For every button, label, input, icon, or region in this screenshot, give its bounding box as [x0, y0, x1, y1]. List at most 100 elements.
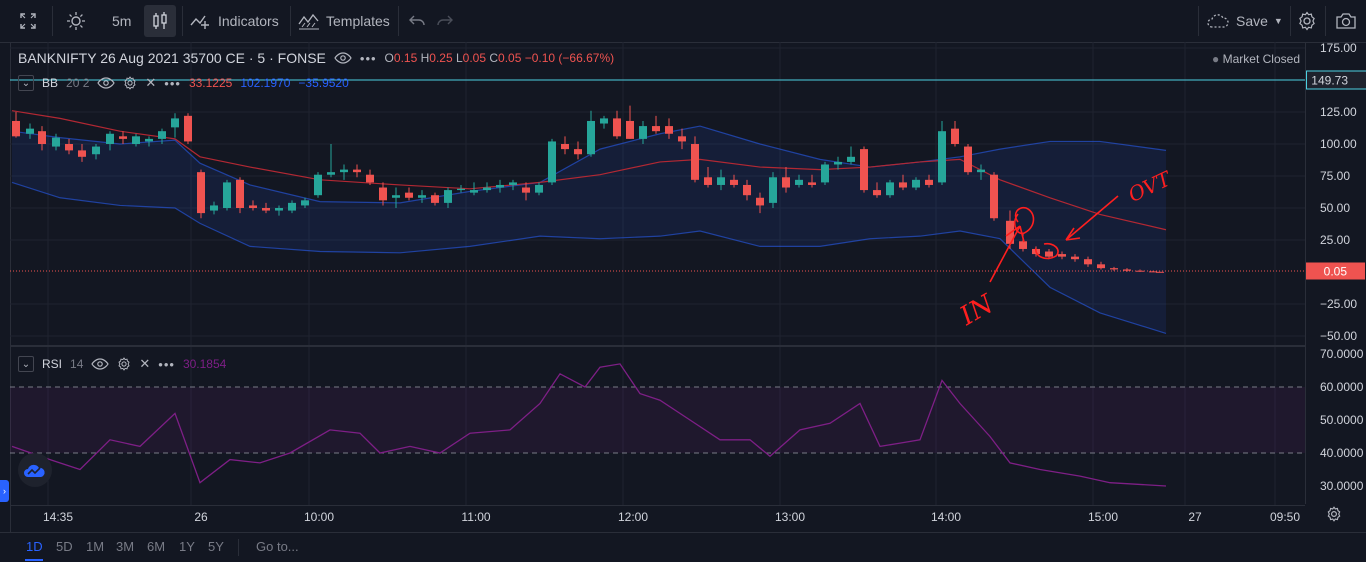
rsi-tick: 60.0000: [1320, 380, 1364, 394]
candle-body: [262, 208, 270, 211]
candle-body: [470, 190, 478, 193]
more-icon[interactable]: •••: [164, 75, 181, 91]
candle-body: [600, 118, 608, 124]
theme-toggle-button[interactable]: [66, 0, 86, 42]
candle-body: [1097, 264, 1105, 269]
time-tick: 27: [1188, 510, 1202, 524]
candle-body: [665, 126, 673, 134]
candle-body: [925, 179, 933, 185]
time-tick: 14:35: [42, 510, 74, 524]
candle-body: [613, 118, 621, 137]
candle-body: [275, 208, 283, 211]
chart-type-button[interactable]: [144, 5, 176, 37]
indicators-icon: [190, 15, 209, 29]
range-1y-button[interactable]: 1Y: [179, 539, 195, 554]
close-icon[interactable]: ✕: [139, 356, 151, 371]
more-icon[interactable]: •••: [359, 50, 377, 66]
eye-icon[interactable]: [97, 77, 116, 89]
undo-button[interactable]: [408, 0, 426, 42]
chevron-down-icon: ▼: [1273, 16, 1283, 26]
in-annotation-text: IN: [954, 289, 1000, 333]
range-6m-button[interactable]: 6M: [147, 539, 166, 554]
eye-icon[interactable]: [91, 358, 110, 370]
price-lines: [10, 79, 1305, 272]
save-button[interactable]: Save ▼: [1206, 0, 1283, 42]
tradingview-logo[interactable]: [18, 453, 52, 487]
toolbar-separator: [182, 6, 183, 36]
rsi-tick: 70.0000: [1320, 347, 1364, 361]
redo-button[interactable]: [436, 0, 454, 42]
expand-panel-button[interactable]: ›: [0, 480, 9, 502]
candle-body: [38, 131, 46, 144]
sun-icon: [67, 12, 85, 30]
candle-body: [353, 169, 361, 173]
screenshot-button[interactable]: [1335, 0, 1357, 42]
range-1d-button[interactable]: 1D: [26, 539, 43, 554]
time-tick: 09:50: [1269, 510, 1301, 524]
gear-icon: [1299, 11, 1315, 31]
symbol-title[interactable]: BANKNIFTY 26 Aug 2021 35700 CE · 5 · FON…: [18, 50, 326, 66]
candle-body: [574, 149, 582, 155]
range-5d-button[interactable]: 5D: [56, 539, 73, 554]
rsi-tick: 50.0000: [1320, 413, 1364, 427]
rsi-line: [11, 363, 1167, 487]
annotation-circle: [1035, 242, 1059, 260]
candle-body: [938, 131, 946, 183]
scale-settings-button[interactable]: [1326, 506, 1342, 527]
candle-body: [366, 174, 374, 183]
indicators-button[interactable]: Indicators: [190, 0, 279, 42]
range-5y-button[interactable]: 5Y: [208, 539, 224, 554]
low-key: L: [455, 51, 463, 65]
high-key: H: [420, 51, 430, 65]
candle-body: [652, 126, 660, 132]
open-key: O: [384, 51, 394, 65]
gear-icon[interactable]: [117, 357, 131, 371]
candle-body: [171, 118, 179, 128]
fullscreen-icon: [20, 13, 36, 29]
eye-icon[interactable]: [334, 52, 352, 64]
fullscreen-button[interactable]: [18, 0, 38, 42]
collapse-chevron-icon[interactable]: ⌄: [18, 356, 34, 372]
gear-icon[interactable]: [123, 76, 137, 90]
candle-body: [1136, 270, 1144, 272]
candle-body: [847, 156, 855, 162]
indicators-label: Indicators: [218, 13, 279, 29]
candle-body: [26, 128, 34, 134]
price-tick: −50.00: [1320, 329, 1358, 343]
candle-body: [691, 144, 699, 180]
candle-body: [418, 195, 426, 198]
date-range-bar: 1D 5D 1M 3M 6M 1Y 5Y Go to...: [0, 532, 1366, 562]
price-scale[interactable]: 175.00 125.00 100.00 75.00 50.00 25.00 −…: [1305, 41, 1366, 504]
range-1m-button[interactable]: 1M: [86, 539, 105, 554]
collapse-chevron-icon[interactable]: ⌄: [18, 75, 34, 91]
high-value: 0.25: [429, 51, 453, 65]
candle-body: [405, 192, 413, 198]
goto-button[interactable]: Go to...: [256, 539, 299, 554]
range-3m-button[interactable]: 3M: [116, 539, 135, 554]
settings-button[interactable]: [1297, 0, 1317, 42]
toolbar-separator: [398, 6, 399, 36]
time-axis[interactable]: 14:35 26 10:00 11:00 12:00 13:00 14:00 1…: [10, 505, 1305, 526]
candle-body: [951, 128, 959, 144]
candle-body: [210, 205, 218, 211]
candle-body: [769, 177, 777, 203]
candle-body: [990, 174, 998, 219]
candle-body: [561, 144, 569, 150]
range-separator: [238, 539, 239, 556]
undo-icon: [409, 15, 425, 26]
save-label: Save: [1236, 13, 1268, 29]
candle-body: [509, 182, 517, 185]
out-arrow: [1065, 195, 1119, 241]
candle-body: [639, 126, 647, 139]
candle-body: [1058, 254, 1066, 257]
close-icon[interactable]: ✕: [145, 75, 157, 90]
more-icon[interactable]: •••: [158, 356, 175, 372]
interval-button[interactable]: 5m: [112, 0, 131, 42]
rsi-value: 30.1854: [182, 357, 227, 371]
gear-icon: [1327, 506, 1341, 522]
templates-label: Templates: [326, 13, 390, 29]
templates-button[interactable]: Templates: [298, 0, 390, 42]
candle-body: [288, 202, 296, 211]
time-tick: 11:00: [461, 510, 491, 524]
